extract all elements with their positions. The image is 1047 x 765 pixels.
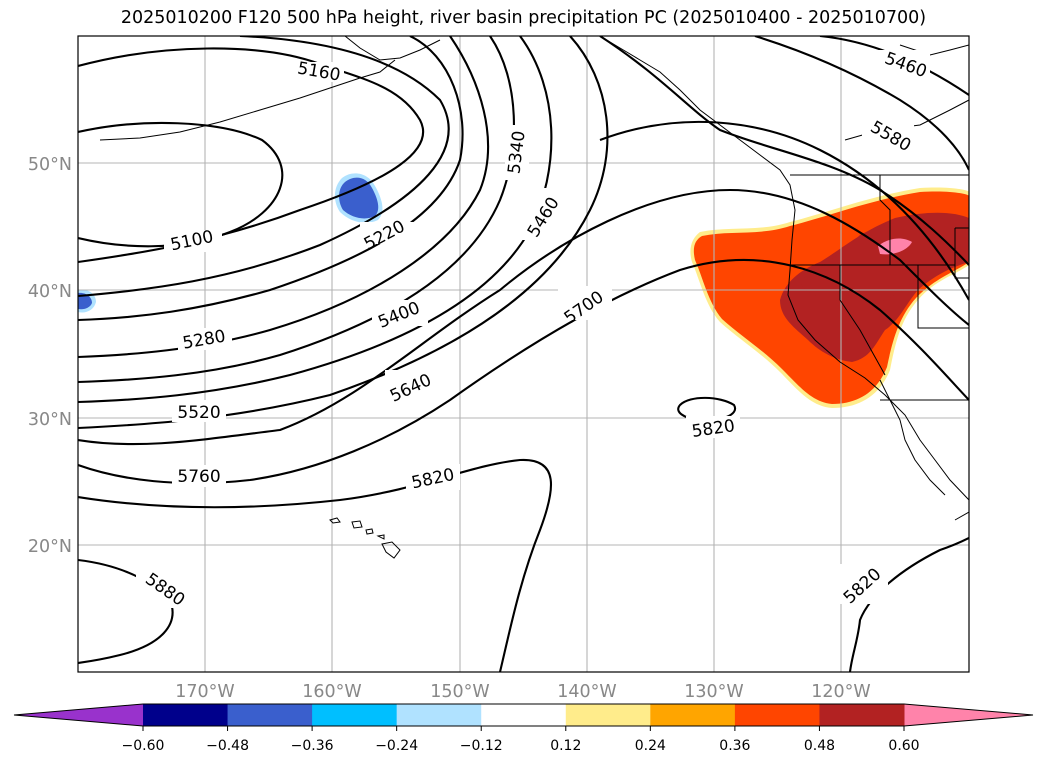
hawaii-islands	[329, 517, 401, 559]
latitude-labels: 50°N 40°N 30°N 20°N	[28, 155, 72, 557]
colorbar-tick-label: −0.48	[206, 738, 249, 754]
colorbar-cell	[396, 704, 482, 726]
colorbar-tick-label: 0.24	[635, 738, 666, 754]
colorbar-cell	[565, 704, 651, 726]
map-title: 2025010200 F120 500 hPa height, river ba…	[120, 8, 927, 28]
lat-label: 50°N	[28, 155, 72, 175]
contour-label: 5520	[177, 403, 220, 423]
colorbar-tick-label: 0.60	[888, 738, 919, 754]
lon-label: 150°W	[430, 682, 489, 702]
lat-label: 30°N	[28, 410, 72, 430]
colorbar-cell	[734, 704, 820, 726]
colorbar-tick-label: 0.12	[550, 738, 581, 754]
colorbar: −0.60 −0.48 −0.36 −0.24 −0.12 0.12 0.24 0.36 0.4…	[13, 703, 1034, 754]
colorbar-tick-label: −0.60	[122, 738, 165, 754]
colorbar-tick-label: 0.36	[719, 738, 750, 754]
coastlines	[99, 36, 969, 521]
contour-label-backgrounds	[136, 50, 930, 608]
colorbar-cell	[819, 704, 905, 726]
colorbar-cell	[650, 704, 736, 726]
colorbar-cell	[312, 704, 398, 726]
precip-positive-area	[690, 187, 969, 408]
colorbar-tick-label: 0.48	[804, 738, 835, 754]
contour-label: 5760	[177, 467, 220, 487]
lon-label: 120°W	[811, 682, 870, 702]
lon-label: 140°W	[557, 682, 616, 702]
lat-label: 20°N	[28, 537, 72, 557]
colorbar-cell	[143, 704, 229, 726]
colorbar-tick-label: −0.12	[460, 738, 503, 754]
colorbar-cell	[481, 704, 567, 726]
colorbar-tick-label: −0.24	[375, 738, 418, 754]
colorbar-extend-max	[904, 704, 1033, 726]
lon-label: 130°W	[684, 682, 743, 702]
height-contours	[78, 36, 969, 672]
longitude-labels: 170°W 160°W 150°W 140°W 130°W 120°W	[175, 682, 870, 702]
map-frame	[77, 35, 970, 673]
colorbar-tick-label: −0.36	[291, 738, 334, 754]
lon-label: 170°W	[175, 682, 234, 702]
lat-label: 40°N	[28, 282, 72, 302]
colorbar-cell	[227, 704, 313, 726]
precip-negative-area	[78, 173, 383, 313]
colorbar-extend-min	[14, 704, 143, 726]
lon-label: 160°W	[302, 682, 361, 702]
